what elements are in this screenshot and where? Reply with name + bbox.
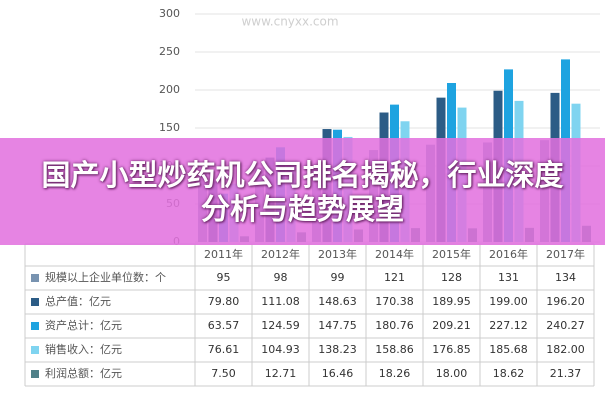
table-cell: 227.12 <box>489 319 528 332</box>
x-tick-label: 2014年 <box>375 247 414 261</box>
y-tick-label: 150 <box>159 121 180 134</box>
legend-label: 总产值：亿元 <box>45 294 111 308</box>
table-cell: 63.57 <box>208 319 240 332</box>
table-cell: 240.27 <box>546 319 585 332</box>
table-cell: 199.00 <box>489 295 528 308</box>
table-cell: 138.23 <box>318 343 357 356</box>
table-cell: 21.37 <box>550 367 582 380</box>
table-cell: 182.00 <box>546 343 585 356</box>
watermark: www.cnyxx.com <box>241 15 338 29</box>
table-cell: 104.93 <box>261 343 300 356</box>
table-cell: 196.20 <box>546 295 585 308</box>
y-tick-label: 300 <box>159 7 180 20</box>
x-tick-label: 2013年 <box>318 247 357 261</box>
table-cell: 76.61 <box>208 343 240 356</box>
table-cell: 189.95 <box>432 295 471 308</box>
table-cell: 185.68 <box>489 343 528 356</box>
table-cell: 148.63 <box>318 295 357 308</box>
table-cell: 79.80 <box>208 295 240 308</box>
x-tick-label: 2016年 <box>489 247 528 261</box>
legend-swatch <box>31 298 39 306</box>
table-cell: 18.00 <box>436 367 468 380</box>
table-cell: 111.08 <box>261 295 300 308</box>
table-cell: 121 <box>384 271 405 284</box>
table-cell: 209.21 <box>432 319 471 332</box>
table-cell: 131 <box>498 271 519 284</box>
table-cell: 124.59 <box>261 319 300 332</box>
title-banner: 国产小型炒药机公司排名揭秘，行业深度分析与趋势展望 <box>0 138 605 245</box>
table-cell: 18.26 <box>379 367 411 380</box>
table-cell: 158.86 <box>375 343 414 356</box>
title: 国产小型炒药机公司排名揭秘，行业深度分析与趋势展望 <box>41 157 564 226</box>
legend-swatch <box>31 274 39 282</box>
legend-label: 利润总额：亿元 <box>45 366 122 380</box>
legend-label: 销售收入：亿元 <box>45 342 122 356</box>
table-cell: 12.71 <box>265 367 297 380</box>
table-cell: 95 <box>217 271 231 284</box>
table-cell: 134 <box>555 271 576 284</box>
x-tick-label: 2015年 <box>432 247 471 261</box>
x-tick-label: 2017年 <box>546 247 585 261</box>
legend-label: 资产总计：亿元 <box>45 318 122 332</box>
table-cell: 170.38 <box>375 295 414 308</box>
table-cell: 147.75 <box>318 319 357 332</box>
y-tick-label: 200 <box>159 83 180 96</box>
legend-label: 规模以上企业单位数：个 <box>45 270 166 284</box>
table-cell: 7.50 <box>211 367 236 380</box>
table-cell: 180.76 <box>375 319 414 332</box>
legend-swatch <box>31 370 39 378</box>
x-tick-label: 2011年 <box>204 247 243 261</box>
y-tick-label: 250 <box>159 45 180 58</box>
table-cell: 128 <box>441 271 462 284</box>
table-cell: 98 <box>274 271 288 284</box>
legend-swatch <box>31 322 39 330</box>
table-cell: 99 <box>331 271 345 284</box>
table-cell: 16.46 <box>322 367 354 380</box>
table-cell: 18.62 <box>493 367 525 380</box>
legend-swatch <box>31 346 39 354</box>
x-tick-label: 2012年 <box>261 247 300 261</box>
table-cell: 176.85 <box>432 343 471 356</box>
